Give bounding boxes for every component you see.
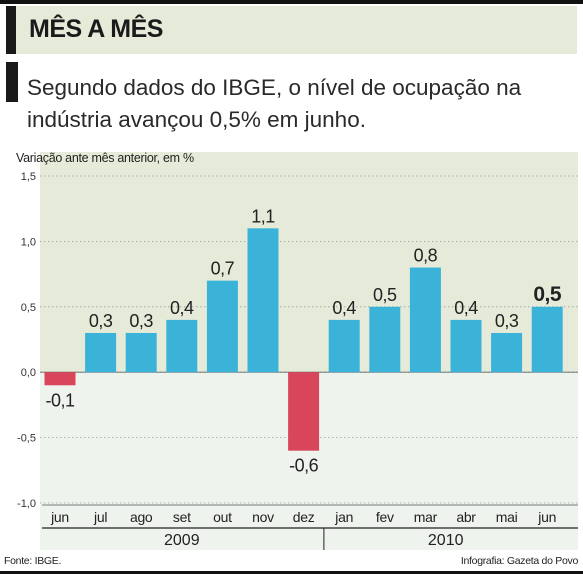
data-label: 0,7 xyxy=(211,259,235,279)
bar xyxy=(328,319,360,373)
bar xyxy=(206,280,238,373)
bar xyxy=(125,332,157,373)
data-label: 0,4 xyxy=(332,298,356,318)
bar xyxy=(369,306,401,373)
y-tick-label: -1,0 xyxy=(17,498,36,510)
x-tick-label: abr xyxy=(456,509,476,525)
bar-chart: Variação ante mês anterior, em % 1,5 1,0 0,… xyxy=(4,151,579,567)
year-label: 2010 xyxy=(428,532,464,549)
x-tick-label: mar xyxy=(414,509,438,525)
y-tick-label: 1,0 xyxy=(21,236,36,248)
banner-accent-bar xyxy=(6,6,16,54)
data-label: 1,1 xyxy=(251,206,275,226)
x-tick-label: set xyxy=(173,509,191,525)
bar xyxy=(409,267,441,373)
bottom-rule xyxy=(0,571,583,574)
top-rule xyxy=(0,0,583,4)
chart-container: Variação ante mês anterior, em % 1,5 1,0 0,… xyxy=(0,140,583,577)
x-tick-label: fev xyxy=(376,509,394,525)
y-tick-label: 0,5 xyxy=(21,302,36,314)
data-label: 0,5 xyxy=(533,283,562,306)
bar xyxy=(531,306,563,373)
y-tick-label: 0,0 xyxy=(21,367,36,379)
data-label: 0,5 xyxy=(373,285,397,305)
bar xyxy=(166,319,198,373)
bar xyxy=(44,372,76,386)
bar xyxy=(247,228,279,373)
page-title: MÊS A MÊS xyxy=(29,15,163,43)
x-tick-label: dez xyxy=(293,509,315,525)
credit-note: Infografia: Gazeta do Povo xyxy=(461,555,579,567)
year-label: 2009 xyxy=(164,532,200,549)
data-label: 0,3 xyxy=(495,311,519,331)
source-note: Fonte: IBGE. xyxy=(4,555,61,567)
lead-accent-bar xyxy=(6,62,18,102)
x-tick-label: jun xyxy=(50,509,69,525)
data-label: -0,6 xyxy=(289,456,319,476)
x-tick-label: out xyxy=(213,509,232,525)
x-tick-label: jan xyxy=(334,509,353,525)
bar xyxy=(491,332,523,373)
title-banner: MÊS A MÊS xyxy=(6,6,577,54)
data-label: 0,4 xyxy=(170,298,194,318)
y-tick-label: 1,5 xyxy=(21,171,36,183)
data-label: 0,8 xyxy=(414,246,438,266)
data-label: 0,4 xyxy=(454,298,478,318)
x-tick-label: jul xyxy=(93,509,107,525)
x-tick-label: ago xyxy=(130,509,153,525)
y-axis-label: Variação ante mês anterior, em % xyxy=(16,151,194,165)
x-tick-label: jun xyxy=(537,509,556,525)
data-label: 0,3 xyxy=(89,311,113,331)
bar xyxy=(450,319,482,373)
x-tick-label: mai xyxy=(496,509,518,525)
bar xyxy=(85,332,117,373)
data-label: -0,1 xyxy=(45,390,75,410)
y-tick-label: -0,5 xyxy=(17,433,36,445)
bar xyxy=(288,372,320,451)
x-tick-label: nov xyxy=(252,509,274,525)
lead-text: Segundo dados do IBGE, o nível de ocupaç… xyxy=(27,75,522,132)
data-label: 0,3 xyxy=(129,311,153,331)
